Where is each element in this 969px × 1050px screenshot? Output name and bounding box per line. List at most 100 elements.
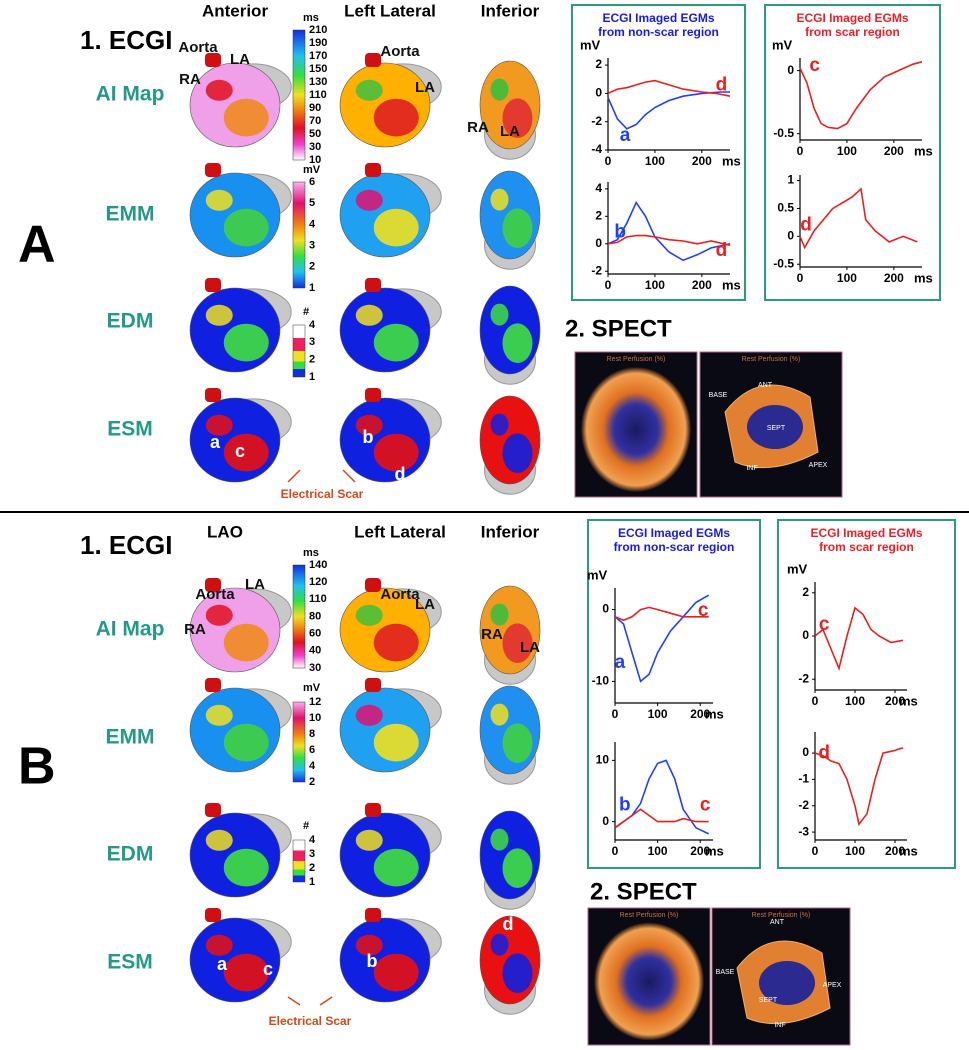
x-tick-label: 0: [612, 707, 619, 721]
row-label: AI Map: [96, 618, 165, 641]
heart-patch: [223, 98, 269, 137]
colorbar-label: 70: [309, 115, 321, 127]
x-unit: ms: [705, 706, 724, 721]
x-unit: ms: [722, 277, 741, 292]
spect-cavity: [747, 405, 803, 449]
colorbar-label: 10: [309, 712, 321, 724]
x-tick-label: 0: [605, 154, 612, 168]
x-tick-label: 0: [605, 278, 612, 292]
aorta: [365, 578, 381, 592]
row-label: ESM: [107, 951, 153, 974]
annotation: RA: [184, 621, 206, 638]
egm-title: ECGI Imaged EGMs: [810, 526, 922, 540]
colorbar: [292, 29, 306, 161]
colorbar: [292, 701, 306, 783]
row-label: EDM: [107, 843, 154, 866]
heart-patch: [223, 723, 269, 762]
heart-patch: [205, 79, 233, 101]
egm-title: ECGI Imaged EGMs: [796, 11, 908, 25]
y-tick-label: 0: [602, 814, 609, 828]
y-tick-label: 0.5: [777, 201, 794, 215]
colorbar-label: 140: [309, 559, 327, 571]
heart-patch: [502, 433, 533, 474]
heart-patch: [373, 208, 419, 247]
colorbar-label: 80: [309, 610, 321, 622]
colorbar-label: 210: [309, 24, 327, 36]
x-tick-label: 0: [612, 844, 619, 858]
annotation: RA: [481, 626, 503, 643]
heart-patch: [355, 79, 383, 101]
heart-patch: [502, 98, 533, 138]
y-tick-label: -2: [591, 114, 602, 128]
egm-trace: [799, 61, 923, 130]
colorbar-label: 4: [309, 218, 316, 230]
trace-label: a: [620, 125, 631, 146]
colorbar-label: 1: [309, 876, 315, 888]
annotation: LA: [245, 576, 265, 593]
spect-label: APEX: [823, 982, 842, 989]
colorbar-label: 90: [309, 102, 321, 114]
y-tick-label: -4: [591, 142, 602, 156]
row-label: ESM: [107, 418, 153, 441]
egm-title: from scar region: [805, 25, 900, 39]
heart-patch: [502, 848, 533, 888]
x-unit: ms: [722, 153, 741, 168]
x-tick-label: 200: [885, 694, 905, 708]
heart-patch: [355, 189, 383, 211]
annotation: a: [210, 432, 221, 452]
colorbar-unit: mV: [303, 682, 321, 694]
heart-patch: [205, 829, 233, 851]
egm-title: from non-scar region: [614, 540, 735, 554]
heart-patch: [223, 433, 269, 472]
y-tick-label: 0: [802, 745, 809, 759]
egm-trace: [814, 606, 904, 671]
colorbar-unit: ms: [303, 547, 319, 559]
annotation: d: [395, 464, 406, 484]
view-label: Anterior: [202, 1, 269, 20]
colorbar-label: 40: [309, 645, 321, 657]
heart-patch: [355, 704, 383, 726]
heart-patch: [205, 414, 233, 436]
view-label: LAO: [207, 522, 243, 541]
aorta: [205, 908, 221, 922]
annotation: Aorta: [380, 43, 420, 60]
colorbar-unit: #: [303, 306, 309, 318]
x-tick-label: 100: [845, 844, 865, 858]
y-unit: mV: [580, 37, 601, 52]
aorta: [205, 578, 221, 592]
y-tick-label: -1: [798, 772, 809, 786]
annotation: LA: [415, 596, 435, 613]
colorbar-label: 150: [309, 63, 327, 75]
arrow: [342, 469, 356, 483]
heart-patch: [373, 98, 419, 137]
colorbar: [292, 564, 306, 669]
y-tick-label: 0: [595, 236, 602, 250]
annotation: a: [217, 954, 228, 974]
egm-title: from non-scar region: [598, 25, 719, 39]
spect-label: SEPT: [767, 425, 786, 432]
scar-label: Electrical Scar: [269, 1014, 352, 1028]
trace-label: d: [800, 215, 812, 236]
x-unit: ms: [914, 270, 933, 285]
heart-patch: [490, 413, 509, 436]
row-label: EMM: [106, 726, 155, 749]
colorbar-label: 2: [309, 354, 315, 366]
colorbar-label: 190: [309, 37, 327, 49]
trace-label: d: [716, 240, 728, 261]
heart-patch: [355, 414, 383, 436]
colorbar-label: 60: [309, 628, 321, 640]
colorbar-label: 10: [309, 154, 321, 166]
spect-label: ANT: [758, 382, 773, 389]
egm-trace: [614, 808, 709, 829]
colorbar: [292, 839, 306, 883]
x-tick-label: 0: [812, 844, 819, 858]
aorta: [365, 803, 381, 817]
aorta: [205, 388, 221, 402]
colorbar-label: 3: [309, 848, 315, 860]
trace-label: a: [615, 652, 626, 673]
heart-patch: [223, 848, 269, 887]
y-tick-label: 2: [802, 585, 809, 599]
egm-box: [587, 519, 761, 869]
spect-label: INF: [774, 1022, 785, 1029]
heart-patch: [355, 829, 383, 851]
